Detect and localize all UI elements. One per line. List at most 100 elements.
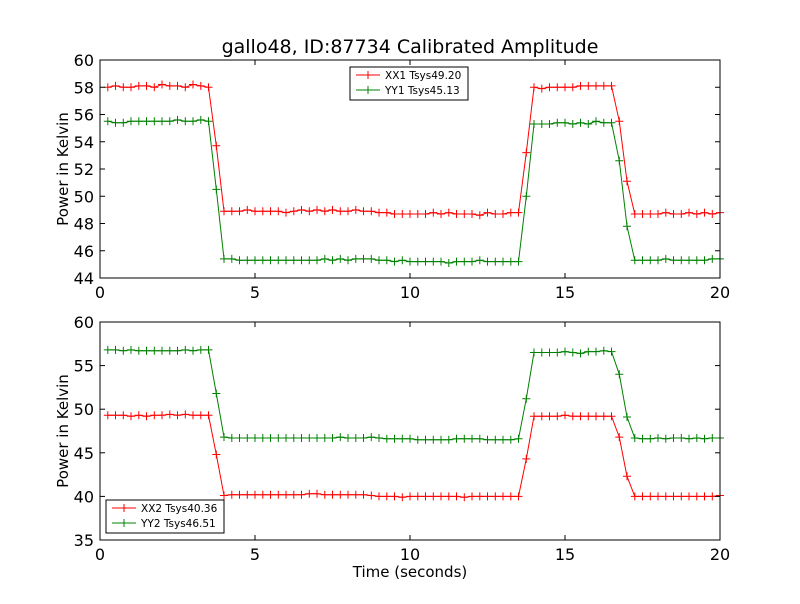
data-point-1-2-3: [119, 118, 128, 127]
data-point-2-2-3: [119, 346, 128, 355]
data-point-2-2-10: [173, 346, 182, 355]
data-point-2-2-55: [522, 394, 531, 403]
data-point-2-1-63: [584, 412, 593, 421]
data-point-2-2-64: [592, 347, 600, 356]
data-point-1-2-60: [561, 118, 569, 127]
y-axis-label: Power in Kelvin: [54, 374, 72, 488]
data-point-2-2-44: [437, 435, 445, 444]
data-point-1-1-78: [700, 208, 709, 217]
data-point-1-2-21: [258, 256, 267, 265]
data-point-1-1-37: [382, 208, 391, 217]
data-point-2-1-11: [181, 410, 190, 419]
data-point-2-2-16: [220, 433, 228, 442]
data-point-1-1-19: [243, 205, 252, 214]
y-tick-label: 60: [74, 313, 94, 332]
x-tick-label: 20: [710, 283, 730, 302]
data-point-1-1-46: [452, 210, 461, 218]
data-point-1-1-71: [646, 210, 655, 218]
data-point-1-1-30: [328, 205, 337, 214]
data-point-2-2-11: [181, 345, 190, 354]
data-point-2-1-26: [297, 490, 306, 499]
data-point-2-2-31: [336, 433, 345, 442]
data-point-1-2-18: [235, 256, 244, 265]
data-point-2-2-2: [111, 345, 120, 354]
data-point-2-1-79: [708, 492, 717, 501]
data-point-2-2-34: [359, 434, 368, 442]
data-point-1-1-3: [119, 83, 128, 92]
data-point-1-1-2: [111, 81, 120, 90]
data-point-2-1-6: [142, 412, 151, 421]
data-point-1-2-74: [669, 256, 678, 265]
data-point-1-1-50: [483, 208, 492, 217]
data-point-1-1-41: [413, 210, 422, 218]
data-point-1-1-47: [460, 210, 469, 218]
data-point-2-1-8: [158, 411, 166, 420]
legend-2: XX2 Tsys40.36 YY2 Tsys46.51: [105, 499, 225, 534]
data-point-2-1-10: [173, 411, 182, 420]
data-point-1-2-39: [398, 256, 407, 265]
data-point-1-2-70: [638, 256, 647, 265]
data-point-2-2-29: [320, 434, 329, 442]
data-point-1-1-14: [204, 83, 213, 92]
data-point-2-2-18: [235, 434, 244, 442]
data-point-2-2-46: [452, 434, 461, 443]
data-point-1-2-8: [158, 117, 166, 126]
legend-label: YY2 Tsys46.51: [140, 518, 216, 530]
legend-swatch-marker: [364, 86, 372, 94]
y-tick-label: 50: [74, 187, 94, 206]
data-point-1-1-70: [638, 210, 647, 218]
data-point-2-2-28: [313, 434, 321, 442]
data-point-1-1-55: [522, 148, 531, 157]
data-point-1-1-25: [289, 207, 298, 216]
data-point-1-2-22: [266, 256, 275, 265]
data-point-2-1-22: [266, 490, 275, 499]
data-point-1-2-25: [289, 256, 298, 265]
data-point-1-2-73: [661, 254, 670, 263]
data-point-1-2-43: [429, 257, 438, 266]
data-point-2-2-17: [227, 434, 236, 442]
data-point-2-1-50: [483, 492, 492, 501]
data-point-2-1-57: [537, 412, 546, 421]
data-point-1-1-22: [266, 207, 275, 216]
data-point-1-2-77: [692, 256, 701, 265]
data-point-1-1-34: [359, 207, 368, 216]
data-point-2-2-24: [282, 434, 290, 442]
data-point-1-1-72: [654, 210, 662, 218]
data-point-1-1-53: [506, 208, 515, 217]
data-point-2-1-74: [669, 492, 678, 501]
data-point-2-2-66: [607, 347, 616, 356]
data-point-1-2-47: [460, 257, 469, 266]
data-point-1-2-28: [313, 256, 321, 265]
legend-swatch-marker: [120, 504, 128, 512]
data-point-1-2-26: [297, 256, 306, 265]
data-point-1-2-2: [111, 118, 120, 127]
data-point-1-1-69: [630, 210, 639, 218]
data-point-2-1-43: [429, 492, 438, 501]
data-point-2-2-13: [196, 345, 205, 354]
data-point-1-2-4: [127, 117, 135, 126]
data-point-1-1-17: [227, 207, 236, 216]
data-point-2-2-50: [483, 435, 492, 444]
data-point-2-2-59: [553, 348, 562, 357]
data-point-2-2-57: [537, 348, 546, 357]
data-point-1-2-46: [452, 257, 461, 266]
data-point-2-2-25: [289, 434, 298, 442]
data-point-2-2-62: [576, 349, 585, 358]
data-point-1-1-6: [142, 81, 151, 90]
data-point-2-1-21: [258, 490, 267, 499]
data-point-1-2-53: [506, 257, 515, 266]
data-point-1-1-75: [677, 210, 686, 218]
data-point-2-1-17: [227, 490, 236, 499]
data-point-1-1-59: [553, 83, 562, 92]
data-point-2-2-22: [266, 434, 275, 442]
data-point-1-1-64: [592, 81, 600, 90]
data-point-2-1-67: [615, 433, 624, 442]
data-point-2-2-73: [661, 434, 670, 443]
y-tick-label: 60: [74, 51, 94, 70]
data-point-1-2-63: [584, 120, 593, 128]
data-point-2-1-76: [685, 492, 693, 501]
data-point-1-2-75: [677, 256, 686, 265]
data-point-2-1-20: [251, 490, 259, 499]
data-point-2-1-62: [576, 412, 585, 421]
data-point-2-1-23: [274, 490, 283, 499]
